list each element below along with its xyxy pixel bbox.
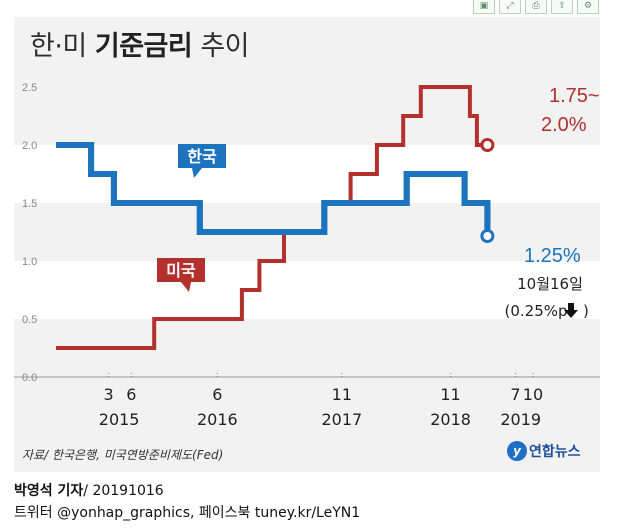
y-tick-label: 2.5 — [22, 82, 37, 94]
y-tick-label: 1.5 — [22, 198, 37, 210]
yonhap-logo: y 연합뉴스 — [507, 440, 581, 464]
title-part1: 한·미 — [30, 31, 95, 62]
x-tick-month: 11 — [440, 385, 460, 404]
us-end-label-1: 1.75~ — [549, 85, 600, 107]
yonhap-logo-mark: y — [507, 440, 527, 461]
y-tick-label: 0.0 — [22, 372, 37, 384]
korea-callout-label: 한국 — [187, 147, 217, 166]
x-tick-month: 7 — [510, 385, 520, 404]
series-end-marker-0 — [480, 229, 495, 243]
settings-icon[interactable]: ⚙ — [577, 0, 599, 14]
toolbar: ▣ ⤢ ⎙ ⇪ ⚙ — [0, 0, 617, 17]
y-tick-label: 1.0 — [22, 256, 37, 268]
x-tick-month: 10 — [523, 385, 543, 404]
y-tick-label: 2.0 — [22, 140, 37, 152]
x-year-label: 2016 — [197, 410, 238, 429]
x-year-label: 2015 — [99, 410, 140, 429]
annotation-paren: ) — [583, 302, 589, 320]
series-lines — [56, 85, 491, 350]
series-line-korea-top — [56, 142, 491, 235]
byline: 박영석 기자/ 20191016 — [14, 480, 164, 500]
series-line-1 — [56, 85, 488, 350]
us-end-label-2: 2.0% — [541, 114, 587, 136]
chart-title: 한·미 기준금리 추이 — [30, 24, 249, 63]
print-icon[interactable]: ⎙ — [525, 0, 547, 14]
x-year-label: 2017 — [321, 410, 362, 429]
us-callout-bg — [157, 258, 205, 292]
y-tick-label: 0.5 — [22, 314, 37, 326]
share-icon[interactable]: ⇪ — [551, 0, 573, 14]
x-tick-month: 6 — [126, 385, 136, 404]
byline-reporter: 박영석 기자 — [14, 483, 84, 499]
korea-end-label: 1.25% — [524, 245, 581, 267]
down-arrow-icon — [564, 303, 578, 318]
annotation-change: (0.25%p — [504, 302, 567, 320]
yonhap-logo-name: 연합뉴스 — [529, 443, 581, 460]
save-icon[interactable]: ▣ — [473, 0, 495, 14]
x-year-label: 2018 — [430, 410, 471, 429]
title-bold: 기준금리 — [94, 31, 193, 62]
title-part2: 추이 — [192, 31, 249, 62]
chart-panel — [14, 17, 600, 472]
us-callout-label: 미국 — [166, 261, 196, 280]
x-tick-month: 11 — [332, 385, 352, 404]
byline-date: 20191016 — [92, 483, 164, 499]
x-tick-month: 3 — [104, 385, 114, 404]
source-note: 자료/ 한국은행, 미국연방준비제도(Fed) — [22, 448, 224, 462]
expand-icon[interactable]: ⤢ — [499, 0, 521, 14]
byline-sep: / — [83, 483, 93, 499]
annotation-date: 10월16일 — [517, 275, 583, 293]
x-year-label: 2019 — [500, 410, 541, 429]
korea-callout-bg — [178, 144, 226, 178]
x-tick-month: 6 — [212, 385, 222, 404]
series-end-marker-1 — [480, 138, 495, 152]
band-1 — [14, 261, 600, 319]
social-credit: 트위터 @yonhap_graphics, 페이스북 tuney.kr/LeYN… — [14, 505, 361, 521]
